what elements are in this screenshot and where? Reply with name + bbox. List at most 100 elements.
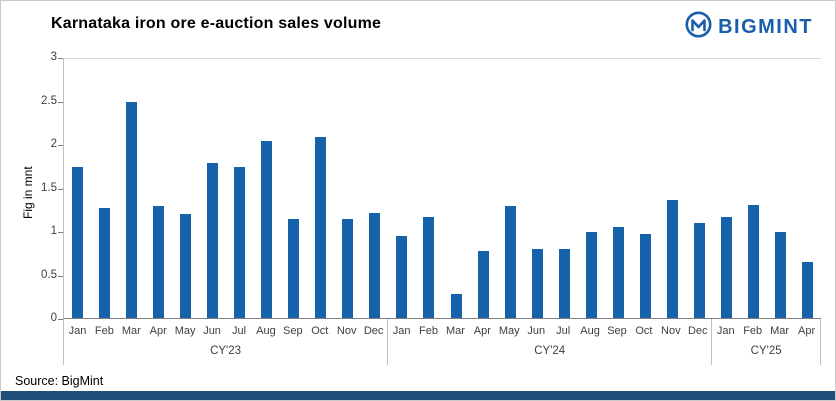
month-label: Jan	[68, 325, 87, 337]
bar	[126, 102, 138, 318]
month-label: Jan	[716, 325, 735, 337]
month-label: Feb	[743, 325, 763, 337]
y-tick-label: 2.5	[41, 94, 57, 107]
y-tick-label: 3	[50, 51, 57, 63]
bar	[801, 261, 813, 318]
bar	[450, 293, 462, 318]
bar-slot	[226, 59, 253, 318]
month-label: Oct	[635, 325, 653, 337]
bar	[234, 166, 246, 318]
month-label: Apr	[798, 325, 816, 337]
source-note: Source: BigMint	[15, 374, 104, 388]
bar-slot	[524, 59, 551, 318]
bar-slot	[91, 59, 118, 318]
month-label: Mar	[770, 325, 790, 337]
bar	[693, 223, 705, 318]
month-label: Jul	[556, 325, 571, 337]
year-label: CY'24	[534, 345, 566, 357]
bar	[180, 214, 192, 318]
month-label-row: Jan Feb Mar Apr May Jun Jul Aug Sep Oct Nov Dec	[64, 319, 387, 337]
month-label: Dec	[687, 325, 708, 337]
bar-slot	[659, 59, 686, 318]
bar-slot	[145, 59, 172, 318]
plot-area	[63, 58, 821, 319]
month-label: May	[174, 325, 196, 337]
bar-slot	[740, 59, 767, 318]
month-label: Mar	[121, 325, 141, 337]
month-label: Aug	[256, 325, 276, 337]
bar-slot	[470, 59, 497, 318]
x-axis-group: Jan Feb Mar Apr May Jun Jul Aug Sep Oct Nov Dec CY'2…	[388, 319, 713, 365]
bar-slot	[767, 59, 794, 318]
page-title: Karnataka iron ore e-auction sales volum…	[51, 15, 382, 32]
y-tick-label: 1	[50, 225, 57, 237]
bar	[477, 250, 489, 318]
bigmint-logo-icon	[685, 11, 712, 43]
bar-slot	[713, 59, 740, 318]
y-axis-title: Fig in mnt	[21, 166, 35, 219]
bar-slot	[415, 59, 442, 318]
y-tick-label: 2	[50, 138, 57, 150]
bar-group	[64, 59, 388, 318]
month-label: Feb	[419, 325, 438, 337]
bar-slot	[64, 59, 91, 318]
bar	[72, 166, 84, 318]
bar-slot	[686, 59, 713, 318]
month-label: Nov	[336, 325, 357, 337]
bar-slot	[199, 59, 226, 318]
bar	[423, 217, 435, 318]
month-label: Apr	[473, 325, 491, 337]
bar	[99, 207, 111, 318]
bar	[261, 141, 273, 318]
y-tick-label: 0	[50, 312, 57, 324]
bar-slot	[551, 59, 578, 318]
bar-group	[713, 59, 821, 318]
bar	[342, 218, 354, 318]
bar	[288, 218, 300, 318]
month-label: Sep	[283, 325, 303, 337]
bar-slot	[253, 59, 280, 318]
month-label-row: Jan Feb Mar Apr	[712, 319, 820, 337]
bar	[720, 217, 732, 318]
bar	[207, 162, 219, 318]
bar	[774, 231, 786, 318]
bar	[612, 227, 624, 318]
x-axis: Jan Feb Mar Apr May Jun Jul Aug Sep Oct Nov Dec CY'2…	[63, 319, 821, 365]
bar-slot	[280, 59, 307, 318]
bar	[369, 212, 381, 318]
bar	[396, 235, 408, 318]
month-label: Mar	[445, 325, 465, 337]
bar-slot	[497, 59, 524, 318]
month-label: Feb	[94, 325, 114, 337]
footer-accent-bar	[1, 391, 835, 400]
x-axis-group: Jan Feb Mar Apr May Jun Jul Aug Sep Oct Nov Dec CY'2…	[63, 319, 389, 365]
month-label: May	[498, 325, 520, 337]
brand-logo: BIGMINT	[685, 11, 813, 43]
bar-slot	[334, 59, 361, 318]
month-label: Nov	[661, 325, 681, 337]
bar	[504, 205, 516, 318]
bar-slot	[307, 59, 334, 318]
month-label: Jun	[203, 325, 221, 337]
bar	[747, 204, 759, 318]
month-label: Oct	[311, 325, 329, 337]
year-label: CY'25	[750, 345, 782, 357]
y-tick-label: 0.5	[41, 268, 57, 281]
brand-logo-text: BIGMINT	[718, 15, 813, 38]
bar-slot	[118, 59, 145, 318]
bar	[558, 248, 570, 318]
bar-group	[388, 59, 712, 318]
x-axis-group: Jan Feb Mar Apr CY'25	[712, 319, 821, 365]
bar	[315, 136, 327, 318]
bar-slot	[361, 59, 388, 318]
month-label: Apr	[149, 325, 167, 337]
bar-slot	[632, 59, 659, 318]
month-label: Jun	[527, 325, 546, 337]
bar	[531, 248, 543, 318]
bar	[639, 234, 651, 318]
bar	[585, 231, 597, 318]
month-label: Aug	[580, 325, 600, 337]
bar-slot	[388, 59, 415, 318]
month-label: Sep	[607, 325, 627, 337]
